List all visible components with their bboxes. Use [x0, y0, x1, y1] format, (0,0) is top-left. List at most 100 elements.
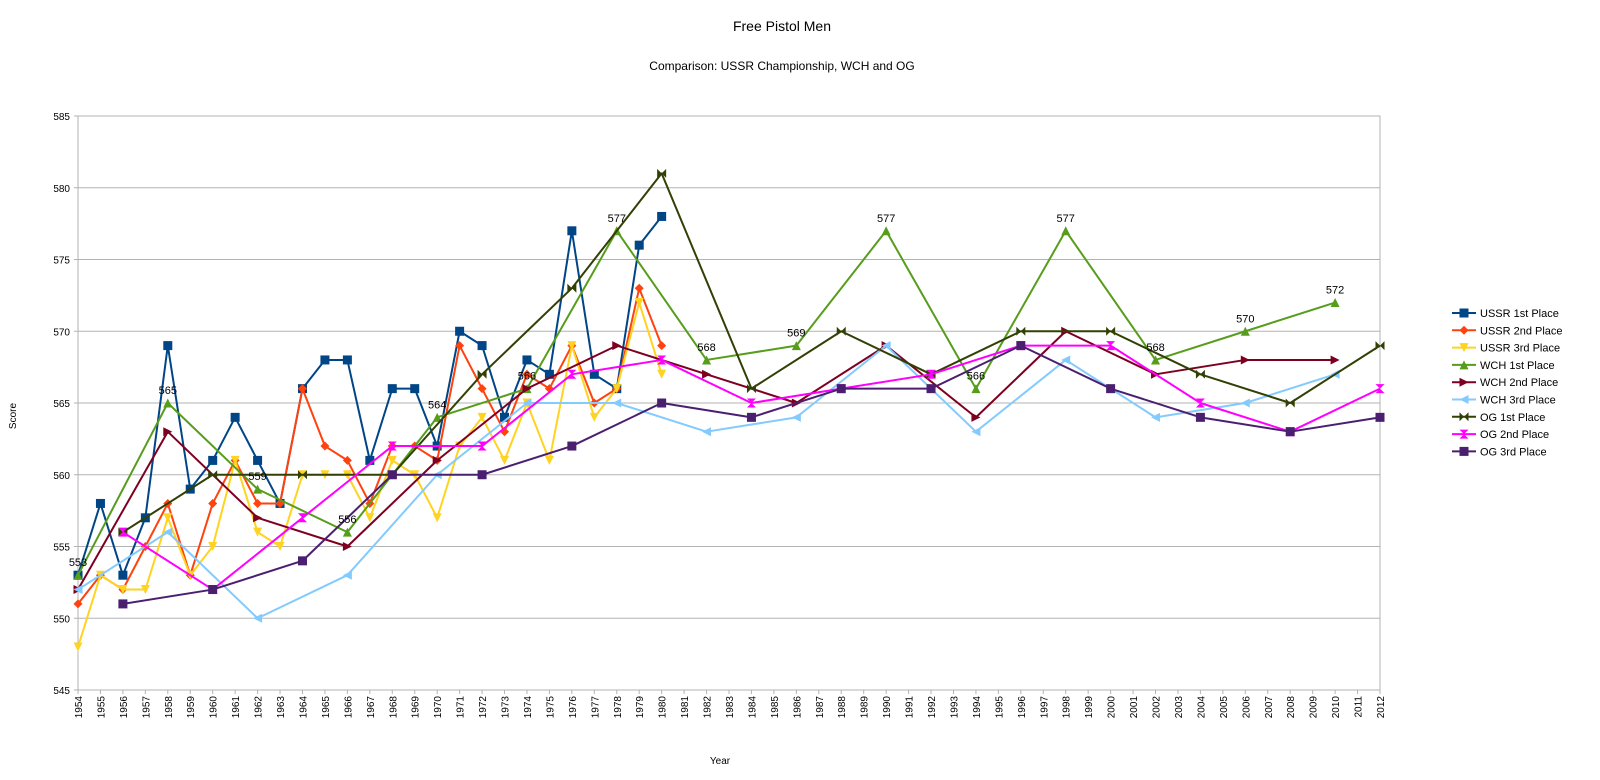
data-point: [253, 498, 263, 508]
data-point: [342, 570, 352, 580]
grid-lines: [77, 115, 1381, 691]
data-point: [387, 470, 397, 480]
legend-item: WCH 1st Place: [1452, 360, 1555, 372]
data-point: [297, 556, 307, 566]
x-tick-label: 2003: [1174, 696, 1185, 719]
data-point: [342, 355, 352, 365]
x-tick-label: 1974: [523, 696, 534, 719]
x-tick-label: 1984: [747, 696, 758, 719]
x-tick-label: 2011: [1354, 696, 1365, 718]
data-point: [657, 168, 667, 178]
x-tick-label: 1955: [96, 696, 107, 719]
data-point: [208, 542, 218, 551]
data-point: [163, 527, 173, 537]
x-tick-label: 1985: [770, 696, 781, 719]
data-point: [230, 412, 240, 422]
data-point: [567, 226, 577, 236]
data-point: [657, 341, 667, 351]
data-point: [95, 498, 105, 508]
data-point: [500, 412, 510, 422]
y-tick-label: 575: [53, 256, 70, 267]
data-point: [702, 355, 712, 365]
data-point: [455, 341, 465, 351]
x-tick-label: 1997: [1039, 696, 1050, 719]
x-tick-label: 1964: [298, 696, 309, 719]
data-point: [163, 341, 173, 351]
data-point: [589, 369, 599, 379]
data-label: 569: [787, 328, 805, 340]
data-point: [522, 355, 532, 365]
data-point: [544, 369, 554, 379]
x-tick-label: 1991: [905, 696, 916, 719]
y-tick-label: 570: [53, 327, 70, 338]
x-tick-label: 1961: [231, 696, 242, 719]
data-point: [1061, 355, 1071, 365]
data-point: [275, 542, 285, 551]
data-point: [1195, 412, 1205, 422]
data-point: [926, 384, 936, 394]
data-point: [163, 427, 173, 437]
x-tick-label: 2008: [1286, 696, 1297, 719]
data-point: [1061, 226, 1071, 236]
legend-marker: [1459, 308, 1469, 318]
data-point: [1106, 341, 1116, 351]
data-point: [702, 427, 712, 437]
axes: 545 550 555 560 565 570 575 580 585 1954 1955 1956 1…: [53, 112, 1387, 718]
series-5: [73, 326, 1340, 595]
data-point: [1016, 326, 1026, 336]
data-point: [297, 384, 307, 394]
data-point: [1195, 369, 1205, 379]
chart-title: Free Pistol Men: [733, 18, 831, 34]
data-point: [230, 455, 240, 465]
data-point: [208, 498, 218, 508]
data-label: 577: [1057, 213, 1075, 225]
data-point: [387, 441, 397, 451]
data-point: [163, 398, 173, 408]
data-point: [1285, 398, 1295, 408]
data-point: [297, 470, 307, 480]
x-tick-label: 1993: [949, 696, 960, 719]
data-point: [163, 513, 173, 523]
data-point: [118, 527, 128, 537]
data-point: [702, 369, 712, 379]
data-point: [342, 527, 352, 537]
data-point: [432, 455, 442, 465]
series-line: [77, 330, 1336, 591]
data-point: [971, 384, 981, 394]
x-tick-label: 1998: [1062, 696, 1073, 719]
legend-marker: [1459, 412, 1469, 422]
data-point: [612, 341, 622, 351]
legend-item: USSR 3rd Place: [1452, 343, 1560, 355]
data-point: [971, 427, 981, 437]
data-point: [365, 455, 375, 465]
data-point: [567, 341, 577, 351]
legend-label: OG 2nd Place: [1480, 429, 1549, 441]
data-point: [477, 470, 487, 480]
data-point: [477, 441, 487, 451]
data-point: [208, 455, 218, 465]
data-point: [567, 441, 577, 451]
x-tick-label: 1981: [680, 696, 691, 719]
data-label: 577: [608, 213, 626, 225]
data-point: [410, 384, 420, 394]
x-tick-label: 1978: [613, 696, 624, 719]
x-tick-label: 2012: [1376, 696, 1387, 719]
data-label: 564: [428, 399, 446, 411]
legend-label: WCH 3rd Place: [1480, 395, 1556, 407]
data-point: [612, 398, 622, 408]
data-point: [455, 326, 465, 336]
data-point: [567, 369, 577, 379]
data-point: [1240, 355, 1250, 365]
data-point: [500, 455, 510, 465]
data-point: [881, 226, 891, 236]
y-tick-label: 560: [53, 471, 70, 482]
data-label: 570: [1236, 313, 1254, 325]
y-tick-label: 555: [53, 543, 70, 554]
x-tick-label: 2010: [1331, 696, 1342, 719]
data-point: [746, 412, 756, 422]
legend-label: WCH 2nd Place: [1480, 377, 1558, 389]
x-tick-label: 1980: [658, 696, 669, 719]
data-point: [73, 585, 83, 595]
